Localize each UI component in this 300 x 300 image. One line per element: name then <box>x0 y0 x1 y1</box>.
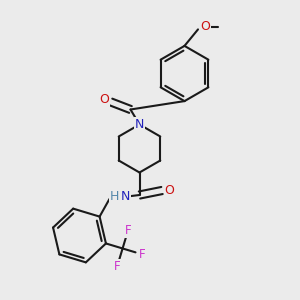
Text: F: F <box>125 224 131 237</box>
Text: O: O <box>100 93 109 106</box>
Text: F: F <box>114 260 121 273</box>
Text: F: F <box>139 248 145 261</box>
Text: N: N <box>121 190 130 203</box>
Text: H: H <box>110 190 119 203</box>
Text: N: N <box>135 118 144 131</box>
Text: O: O <box>165 184 174 197</box>
Text: O: O <box>201 20 210 34</box>
